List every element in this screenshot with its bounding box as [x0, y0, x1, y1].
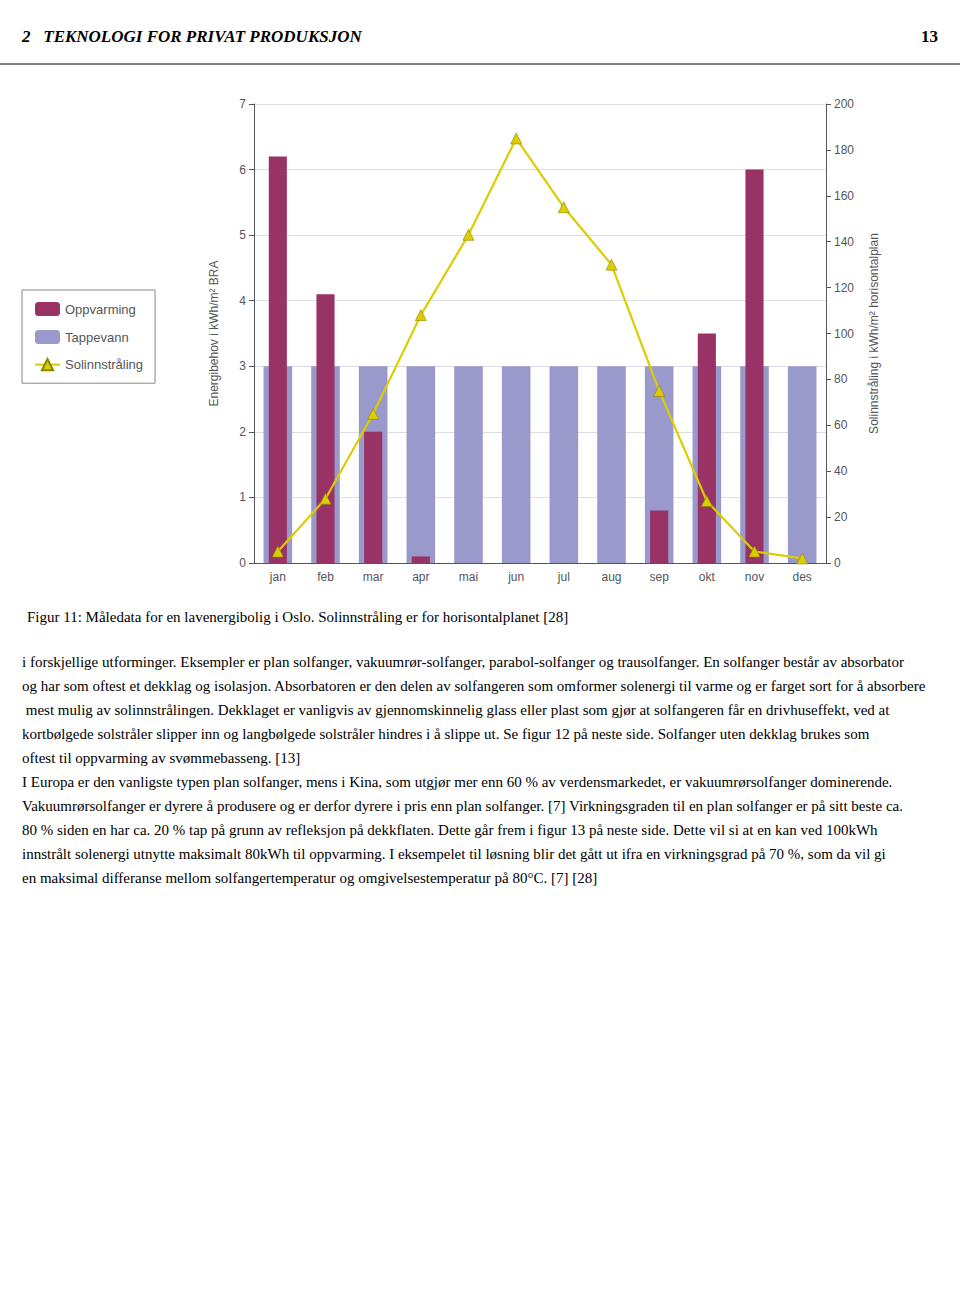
- svg-text:mai: mai: [459, 570, 478, 584]
- svg-text:innstrålt solenergi utnytte ma: innstrålt solenergi utnytte maksimalt 80…: [22, 846, 890, 862]
- svg-text:I Europa er den vanligste type: I Europa er den vanligste typen plan sol…: [22, 774, 896, 790]
- svg-text:sep: sep: [649, 570, 669, 584]
- svg-text:i forskjellige utforminger. Ek: i forskjellige utforminger. Eksempler er…: [22, 654, 908, 670]
- svg-text:20: 20: [834, 510, 848, 524]
- svg-text:40: 40: [834, 464, 848, 478]
- svg-text:jul: jul: [557, 570, 570, 584]
- svg-text:feb: feb: [317, 570, 334, 584]
- svg-text:2: 2: [239, 425, 246, 439]
- svg-text:Energibehov i kWh/m² BRA: Energibehov i kWh/m² BRA: [207, 260, 221, 406]
- svg-text:en maksimal differanse mellom: en maksimal differanse mellom solfangert…: [22, 870, 597, 886]
- svg-text:mest mulig av solinnstrålingen: mest mulig av solinnstrålingen. Dekklage…: [22, 702, 893, 718]
- svg-text:oftest til oppvarming av svømm: oftest til oppvarming av svømmebasseng. …: [22, 750, 300, 766]
- svg-text:kortbølgede solstråler slipper: kortbølgede solstråler slipper inn og la…: [22, 726, 873, 742]
- svg-text:Solinnstråling: Solinnstråling: [65, 357, 143, 372]
- svg-text:nov: nov: [745, 570, 764, 584]
- svg-text:Oppvarming: Oppvarming: [65, 302, 136, 317]
- svg-text:aug: aug: [601, 570, 621, 584]
- svg-text:Solinnstråling i kWh/m² horiso: Solinnstråling i kWh/m² horisontalplan: [867, 233, 881, 434]
- svg-text:Vakuumrørsolfanger er dyrere å: Vakuumrørsolfanger er dyrere å produsere…: [22, 798, 907, 814]
- svg-text:60: 60: [834, 418, 848, 432]
- svg-text:mar: mar: [363, 570, 384, 584]
- svg-text:120: 120: [834, 281, 854, 295]
- svg-text:13: 13: [921, 27, 938, 46]
- svg-text:apr: apr: [412, 570, 429, 584]
- svg-text:0: 0: [239, 556, 246, 570]
- svg-text:140: 140: [834, 235, 854, 249]
- svg-text:100: 100: [834, 327, 854, 341]
- svg-text:180: 180: [834, 143, 854, 157]
- svg-text:okt: okt: [699, 570, 716, 584]
- svg-text:7: 7: [239, 97, 246, 111]
- svg-text:0: 0: [834, 556, 841, 570]
- svg-text:jan: jan: [269, 570, 286, 584]
- svg-text:Tappevann: Tappevann: [65, 330, 129, 345]
- svg-text:og har som oftest et dekklag o: og har som oftest et dekklag og isolasjo…: [22, 678, 926, 694]
- svg-text:des: des: [792, 570, 811, 584]
- svg-text:200: 200: [834, 97, 854, 111]
- svg-text:6: 6: [239, 163, 246, 177]
- svg-text:2 TEKNOLOGI FOR PRIVAT PRODU: 2 TEKNOLOGI FOR PRIVAT PRODUKSJON: [21, 27, 362, 46]
- svg-text:80 % siden en har ca. 20 % tap: 80 % siden en har ca. 20 % tap på grunn …: [22, 822, 881, 838]
- svg-text:Figur 11: Måledata for en lave: Figur 11: Måledata for en lavenergibolig…: [27, 609, 568, 625]
- svg-text:1: 1: [239, 490, 246, 504]
- svg-text:jun: jun: [507, 570, 524, 584]
- svg-text:3: 3: [239, 359, 246, 373]
- svg-text:5: 5: [239, 228, 246, 242]
- svg-text:160: 160: [834, 189, 854, 203]
- svg-text:4: 4: [239, 294, 246, 308]
- svg-text:80: 80: [834, 372, 848, 386]
